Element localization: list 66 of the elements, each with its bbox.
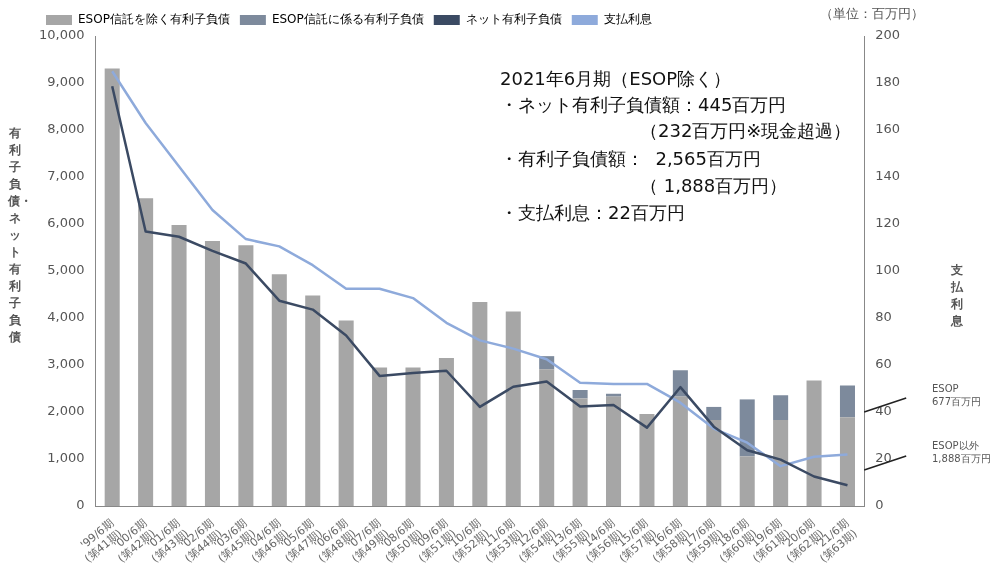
bar (839, 385, 855, 418)
text: （単位：百万円） (820, 6, 924, 23)
bar (606, 393, 622, 397)
text: 有利子負債・ネット有利子負債 (8, 126, 32, 344)
y2-tick-label: 200 (875, 27, 901, 43)
y-tick-label: 4,000 (47, 309, 85, 325)
annotation: ・有利子負債額： 2,565百万円 (500, 148, 761, 171)
bar (639, 413, 655, 507)
y2-tick-label: 60 (875, 356, 892, 372)
y2-tick-label: 180 (875, 74, 901, 90)
legend-label: ESOP信託を除く有利子負債 (78, 12, 230, 27)
y-tick-label: 1,000 (47, 450, 85, 466)
bar (271, 274, 287, 507)
y2-axis-title: 支払利息 (950, 262, 964, 330)
y-tick-label: 9,000 (47, 74, 85, 90)
bar (305, 295, 321, 507)
annotation: ・ネット有利子負債額：445百万円 (500, 94, 787, 117)
bar (438, 358, 454, 507)
bar (104, 68, 120, 507)
legend-label: ネット有利子負債 (465, 12, 562, 27)
y-tick-label: 0 (76, 497, 85, 513)
y2-tick-label: 100 (875, 262, 901, 278)
bar (572, 398, 588, 507)
y2-tick-label: 160 (875, 121, 901, 137)
bar (706, 420, 722, 507)
y-tick-label: 7,000 (47, 168, 85, 184)
bar (739, 399, 755, 457)
bar (171, 224, 187, 507)
legend-label: ESOP信託に係る有利子負債 (271, 12, 424, 27)
annotation: 2021年6月期（ESOP除く） (500, 68, 732, 91)
bar (672, 396, 688, 507)
y2-tick-label: 40 (875, 403, 892, 419)
bar (839, 417, 855, 507)
bar (706, 406, 722, 421)
annotation: （232百万円※現金超過） (640, 120, 852, 143)
bar (539, 369, 555, 507)
y-tick-label: 5,000 (47, 262, 85, 278)
bar (405, 367, 421, 507)
bar (806, 380, 822, 507)
bar (204, 240, 220, 507)
bar (472, 302, 488, 507)
y-tick-label: 10,000 (38, 27, 85, 43)
y2-tick-label: 0 (875, 497, 884, 513)
legend-label: 支払利息 (603, 12, 652, 27)
bar (572, 390, 588, 399)
bar (338, 320, 354, 507)
bar (238, 245, 254, 507)
bar (739, 456, 755, 507)
bar (138, 198, 154, 507)
y2-tick-label: 140 (875, 168, 901, 184)
y-tick-label: 6,000 (47, 215, 85, 231)
bar (773, 395, 789, 421)
y2-tick-label: 80 (875, 309, 892, 325)
y-tick-label: 3,000 (47, 356, 85, 372)
y-tick-label: 8,000 (47, 121, 85, 137)
bar (372, 367, 388, 507)
y2-tick-label: 20 (875, 450, 892, 466)
bar (606, 396, 622, 507)
bar (773, 420, 789, 507)
annotation: ・支払利息：22百万円 (500, 202, 685, 225)
y-tick-label: 2,000 (47, 403, 85, 419)
text: ESOP 677百万円 (932, 383, 982, 408)
y2-tick-label: 120 (875, 215, 901, 231)
annotation: （ 1,888百万円） (640, 175, 788, 198)
bar (505, 311, 521, 507)
text: ESOP以外 1,888百万円 (932, 440, 991, 465)
